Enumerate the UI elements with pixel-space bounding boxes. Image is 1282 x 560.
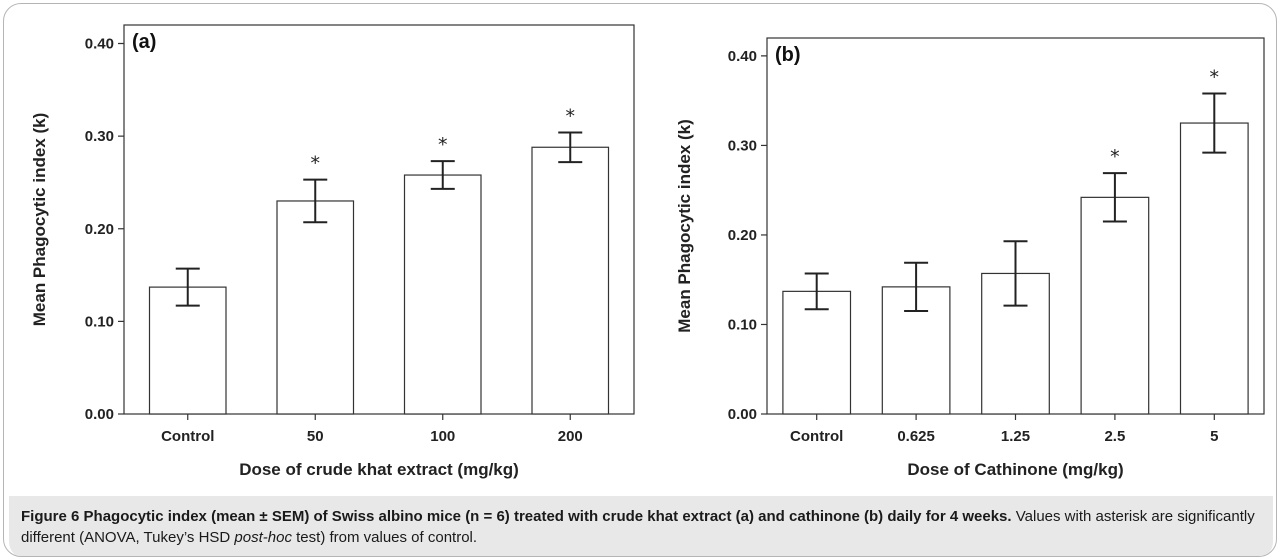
chart-a-x-tick-label: Control (161, 428, 214, 445)
caption-paragraph: Figure 6 Phagocytic index (mean ± SEM) o… (9, 496, 1273, 548)
chart-b-bar (782, 290, 852, 415)
chart-b-bar (1179, 122, 1249, 415)
chart-a-plot-frame (123, 24, 635, 415)
chart-b-significance-marker: * (1210, 67, 1220, 89)
chart-b-x-tick-label: 5 (1210, 428, 1218, 445)
chart-a-y-tick-label: 0.10 (85, 313, 114, 330)
chart-b-x-tick-label: 2.5 (1104, 428, 1125, 445)
chart-a-x-axis-title: Dose of crude khat extract (mg/kg) (239, 460, 519, 479)
chart-b-panel-label: (b) (775, 44, 801, 66)
chart-a-panel-label: (a) (132, 31, 156, 53)
figure-frame: 0.00 0.10 0.20 0.30 0.40 Control 50 * 100 * 200 * (a… (3, 3, 1277, 557)
caption-text-end: test) from values of control. (291, 529, 478, 546)
chart-a-x-tick-label: 50 (307, 428, 324, 445)
chart-b-y-tick-label: 0.30 (728, 137, 757, 154)
chart-a-x-tick-label: 100 (430, 428, 455, 445)
figure-caption: Figure 6 Phagocytic index (mean ± SEM) o… (9, 496, 1273, 556)
chart-a-y-tick-label: 0.20 (85, 221, 114, 238)
chart-b-y-tick-label: 0.20 (728, 227, 757, 244)
chart-b-y-axis-title: Mean Phagocytic index (k) (675, 119, 694, 333)
chart-a-significance-marker: * (311, 153, 321, 175)
chart-b-panel: 0.00 0.10 0.20 0.30 0.40 Control 0.625 1.25 2.5 *… (675, 37, 1265, 479)
chart-b-bar (1080, 196, 1150, 415)
chart-b-x-tick-label: 1.25 (1001, 428, 1030, 445)
chart-a-y-axis-title: Mean Phagocytic index (k) (30, 113, 49, 327)
caption-italic: post-hoc (234, 529, 292, 546)
chart-b-y-tick-label: 0.00 (728, 406, 757, 423)
chart-a-y-tick-label: 0.00 (85, 406, 114, 423)
chart-a-bar (403, 174, 482, 415)
chart-b-x-tick-label: Control (790, 428, 843, 445)
chart-a-x-tick-label: 200 (558, 428, 583, 445)
chart-b-y-tick-label: 0.40 (728, 48, 757, 65)
chart-a-significance-marker: * (566, 105, 576, 127)
chart-b-y-tick-label: 0.10 (728, 316, 757, 333)
figure-charts: 0.00 0.10 0.20 0.30 0.40 Control 50 * 100 * 200 * (a… (30, 24, 1265, 479)
caption-figure-label: Figure 6 (21, 508, 80, 525)
chart-a-bar (531, 146, 610, 415)
chart-a-significance-marker: * (438, 134, 448, 156)
chart-a-y-tick-label: 0.40 (85, 36, 114, 53)
chart-b-significance-marker: * (1110, 146, 1120, 168)
caption-text-start: Values with asterisk are significantly d… (21, 508, 1255, 546)
chart-b-x-tick-label: 0.625 (897, 428, 935, 445)
chart-a-panel: 0.00 0.10 0.20 0.30 0.40 Control 50 * 100 * 200 * (a… (30, 24, 635, 479)
caption-title: Phagocytic index (mean ± SEM) of Swiss a… (83, 508, 1012, 525)
chart-a-bar (276, 200, 355, 415)
chart-a-y-tick-label: 0.30 (85, 128, 114, 145)
chart-b-x-axis-title: Dose of Cathinone (mg/kg) (907, 460, 1123, 479)
